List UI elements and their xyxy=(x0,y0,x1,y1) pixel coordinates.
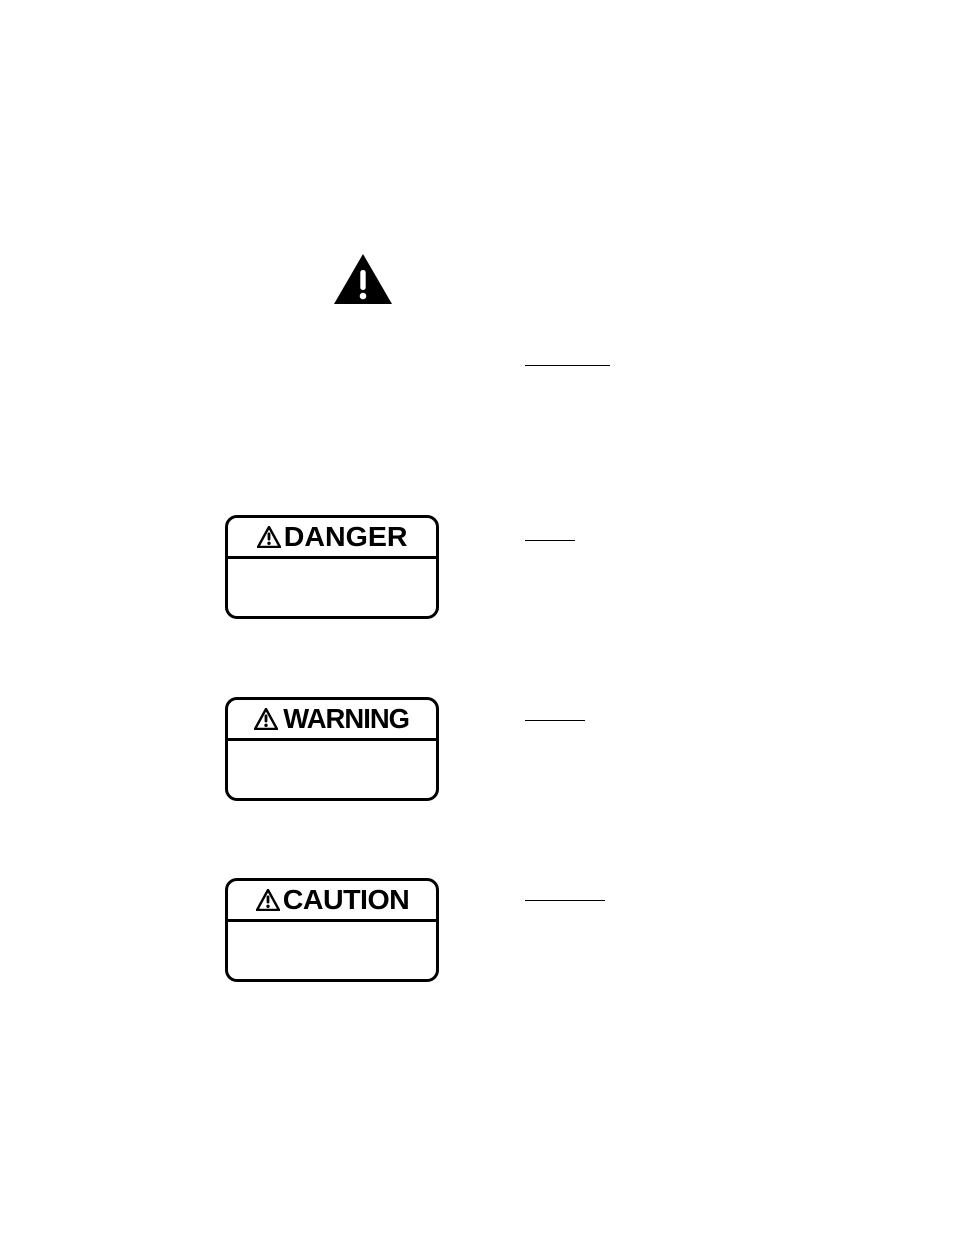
mini-alert-icon xyxy=(256,889,280,911)
label-header: CAUTION xyxy=(228,881,436,922)
label-header: WARNING xyxy=(228,700,436,741)
safety-alert-icon xyxy=(332,252,394,306)
alert-triangle-svg xyxy=(332,252,394,306)
mini-alert-icon xyxy=(257,526,281,548)
safety-label-danger: DANGER xyxy=(225,515,439,619)
label-word: CAUTION xyxy=(283,886,410,914)
safety-label-caution: CAUTION xyxy=(225,878,439,982)
safety-label-warning: WARNING xyxy=(225,697,439,801)
underline-mark xyxy=(525,900,605,901)
underline-mark xyxy=(525,365,610,366)
label-word: WARNING xyxy=(283,705,409,733)
underline-mark xyxy=(525,720,585,721)
document-page: DANGER WARNING CAUTION xyxy=(0,0,954,1235)
mini-alert-icon xyxy=(254,708,278,730)
underline-mark xyxy=(525,540,575,541)
label-header: DANGER xyxy=(228,518,436,559)
label-word: DANGER xyxy=(284,523,408,551)
